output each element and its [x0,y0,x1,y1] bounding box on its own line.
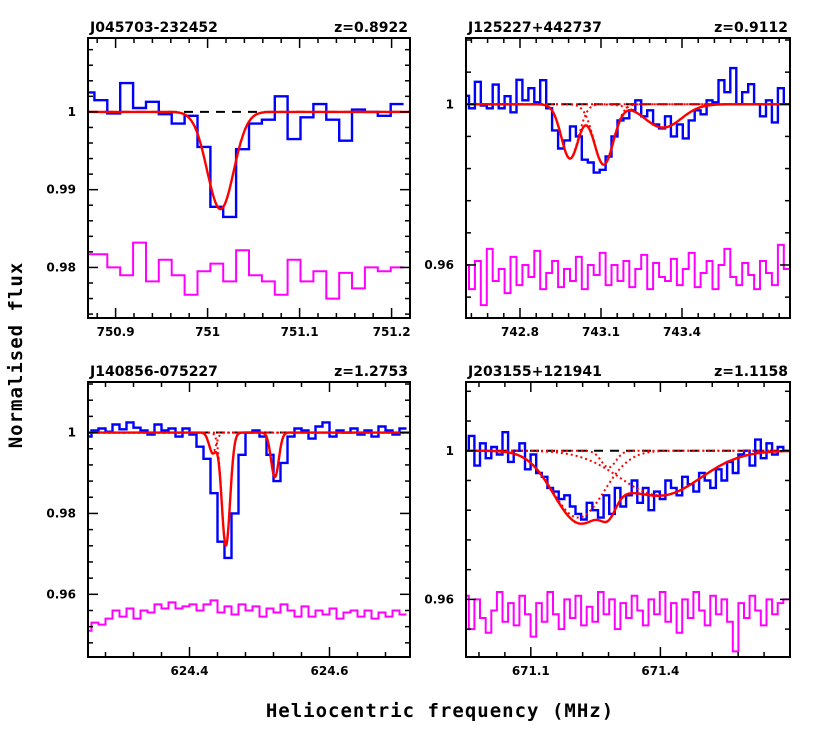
panel-redshift: z=0.8922 [334,20,408,36]
fit-total [88,431,410,548]
y-tick-label: 1 [446,97,454,111]
panel-frame [465,381,791,658]
flux-spectrum [466,431,789,521]
panel-1: 750.9 751 751.1 751.2 0.98 0.99 1 J045703-23245… [46,20,411,339]
x-axis-label: Heliocentric frequency (MHz) [266,700,614,722]
y-tick-label: 1 [68,105,76,119]
y-axis-label: Normalised flux [5,262,27,449]
flux-spectrum [466,66,790,174]
residual-spectrum [88,241,404,300]
plot-area [466,431,790,653]
panel-frame [465,37,791,319]
plot-area [88,421,410,632]
y-tick-label: 0.96 [424,592,454,606]
x-tick-label: 751.2 [373,325,411,339]
x-tick-label: 624.6 [311,664,349,678]
panel-title: J203155+121941 [467,364,602,380]
y-tick-label: 0.98 [46,506,76,520]
x-tick-label: 743.1 [582,325,620,339]
y-tick-label: 0.98 [46,260,76,274]
flux-spectrum [88,421,407,560]
y-tick-label: 0.96 [424,258,454,272]
residual-spectrum [466,243,790,307]
fit-total [466,449,790,525]
panel-title: J045703-232452 [89,20,218,36]
panel-3: 624.4 624.6 0.96 0.98 1 J140856-075227 z=1.275… [46,364,411,678]
fit-component-2 [466,103,790,166]
panel-redshift: z=1.2753 [334,364,408,380]
panel-title: J140856-075227 [89,364,218,380]
y-tick-label: 1 [446,444,454,458]
y-tick-label: 1 [68,426,76,440]
y-tick-label: 0.96 [46,587,76,601]
x-tick-label: 751.1 [281,325,319,339]
y-tick-label: 0.99 [46,183,76,197]
panel-title: J125227+442737 [467,20,602,36]
panel-redshift: z=1.1158 [714,364,788,380]
x-tick-label: 742.8 [501,325,539,339]
panel-frame [87,37,411,319]
residual-spectrum [466,591,789,653]
residual-spectrum [88,599,407,632]
fit-total [466,103,790,166]
fit-component-2 [466,449,790,469]
panel-frame [87,381,411,658]
x-tick-label: 751 [195,325,220,339]
x-tick-label: 743.4 [663,325,701,339]
plot-area [88,81,410,300]
x-tick-label: 624.4 [171,664,209,678]
fit-total [88,110,410,211]
fit-component-3 [88,431,410,479]
panel-2: 742.8 743.1 743.4 0.96 1 J125227+442737 z=0.91… [424,20,791,339]
x-tick-label: 750.9 [97,325,135,339]
x-tick-label: 671.1 [512,664,550,678]
flux-spectrum [88,81,404,219]
panel-redshift: z=0.9112 [714,20,788,36]
plot-area [466,66,790,307]
x-tick-label: 671.4 [641,664,679,678]
panel-4: 671.1 671.4 0.96 1 J203155+121941 z=1.1158 [424,364,791,678]
fit-component-2 [88,431,410,548]
